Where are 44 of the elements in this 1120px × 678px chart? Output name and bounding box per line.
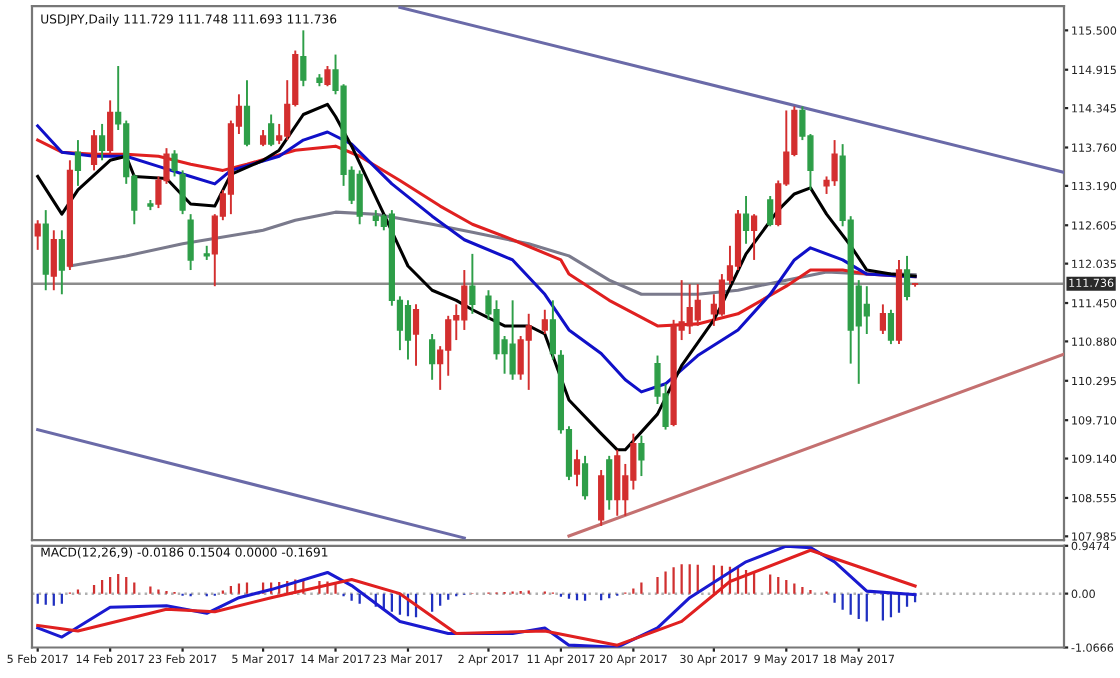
candlestick (831, 139, 838, 187)
candlestick (356, 169, 363, 226)
candlestick (638, 434, 645, 478)
candlestick (581, 454, 589, 501)
candlestick (404, 299, 412, 361)
candlestick (718, 273, 726, 317)
candlestick (694, 283, 701, 327)
line-series (36, 102, 917, 452)
candlestick (767, 195, 774, 228)
candlestick (58, 229, 65, 296)
candlestick (742, 195, 750, 245)
candlestick (686, 283, 693, 335)
candlestick (34, 219, 41, 251)
candlestick (50, 229, 57, 292)
line-series (68, 210, 917, 296)
candlestick (324, 65, 331, 88)
candlestick (887, 308, 895, 346)
candlestick (614, 448, 621, 517)
candlestick (493, 299, 500, 361)
candlestick (549, 299, 556, 361)
candlestick (598, 469, 605, 527)
candlestick (445, 314, 452, 377)
candlestick (412, 303, 420, 367)
candlestick (74, 139, 82, 187)
candlestick (90, 129, 98, 172)
candlestick (187, 213, 194, 271)
candlestick (98, 122, 106, 162)
candlestick (300, 29, 307, 88)
candlestick (107, 99, 114, 156)
candlestick (863, 285, 870, 335)
candlestick (573, 448, 581, 488)
candlestick (429, 333, 436, 381)
candlestick (606, 454, 613, 511)
candlestick (541, 308, 548, 335)
candlestick (750, 213, 758, 261)
candlestick (879, 303, 886, 335)
candlestick (469, 252, 476, 315)
line-series (36, 124, 917, 394)
candlestick (509, 299, 516, 381)
candlestick (461, 269, 468, 331)
candlestick (525, 312, 532, 391)
candlestick (268, 113, 275, 148)
candlestick (243, 79, 251, 148)
candlestick (903, 254, 911, 302)
